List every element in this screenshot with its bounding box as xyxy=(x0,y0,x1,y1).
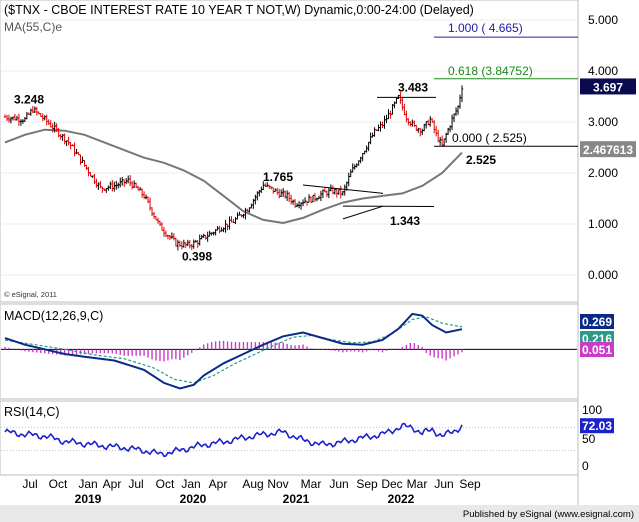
rsi-line xyxy=(4,422,463,458)
candles xyxy=(3,85,464,251)
macd-badge-value: 0.269 xyxy=(582,315,612,329)
chart-title: ($TNX - CBOE INTEREST RATE 10 YEAR T NOT… xyxy=(4,3,474,17)
price-panel xyxy=(0,0,579,303)
x-axis-month: Jun xyxy=(434,477,453,491)
trend-lines xyxy=(302,96,436,220)
price-axis-tick: 2.000 xyxy=(588,166,618,180)
x-axis-year: 2022 xyxy=(388,492,415,506)
triangle-upper-line xyxy=(302,184,384,194)
x-axis-month: Jan xyxy=(78,477,97,491)
fib-lines: 1.000 ( 4.665) 0.618 (3.84752) 0.000 ( 2.5… xyxy=(434,21,578,147)
macd-signal-line xyxy=(4,316,463,384)
macd-title: MACD(12,26,9,C) xyxy=(4,309,103,323)
price-badge-value: 2.467613 xyxy=(583,143,633,157)
fib-label-1000: 1.000 ( 4.665) xyxy=(448,21,523,35)
x-axis-year: 2019 xyxy=(75,492,102,506)
grid xyxy=(1,19,577,276)
triangle-lower-line xyxy=(342,205,384,220)
macd-badge-bg xyxy=(580,314,614,329)
rsi-axis-tick: 50 xyxy=(582,432,596,446)
x-axis-month: Oct xyxy=(49,477,68,491)
rsi-line xyxy=(1,422,577,458)
x-axis-month: Dec xyxy=(381,477,402,491)
price-axis-tick: 5.000 xyxy=(588,13,618,27)
footer-bar xyxy=(0,505,639,522)
price-badge-value: 3.697 xyxy=(593,80,623,94)
price-axis-tick: 3.000 xyxy=(588,115,618,129)
annotation-2525: 2.525 xyxy=(466,153,496,167)
fib-label-618: 0.618 (3.84752) xyxy=(448,64,533,78)
x-axis-month: Sep xyxy=(459,477,481,491)
annotation-3248: 3.248 xyxy=(14,92,44,106)
annotation-1765: 1.765 xyxy=(263,170,293,184)
x-axis-month: Aug xyxy=(242,477,263,491)
price-badge-bg xyxy=(580,78,636,95)
macd-line xyxy=(4,312,463,390)
ma-legend: MA(55,C)e xyxy=(4,20,62,34)
x-axis-month: Sep xyxy=(356,477,378,491)
y-axis-labels: 5.000 4.000 3.000 2.000 1.000 0.000 100 50 0 xyxy=(582,13,618,473)
x-axis-month: Apr xyxy=(103,477,122,491)
price-axis-tick: 0.000 xyxy=(588,268,618,282)
rsi-axis-tick: 100 xyxy=(582,403,602,417)
annotation-0398: 0.398 xyxy=(182,250,212,264)
esignal-watermark: © eSignal, 2011 xyxy=(4,290,57,299)
x-axis-month: Jul xyxy=(128,477,143,491)
price-axis-tick: 4.000 xyxy=(588,64,618,78)
x-axis-month: Mar xyxy=(301,477,322,491)
annotation-3483: 3.483 xyxy=(398,80,428,94)
rsi-axis-tick: 0 xyxy=(582,459,589,473)
x-axis-month: Jan xyxy=(181,477,200,491)
macd-lines xyxy=(1,312,577,390)
ohlc-bar xyxy=(460,85,464,103)
x-axis-year: 2021 xyxy=(283,492,310,506)
rsi-title: RSI(14,C) xyxy=(4,405,60,419)
macd-badge-value: 0.051 xyxy=(582,343,612,357)
footer-credit: Published by eSignal (www.esignal.com) xyxy=(463,509,634,520)
x-axis-month: Mar xyxy=(407,477,428,491)
rsi-badge-bg xyxy=(580,418,614,434)
macd-badge-bg xyxy=(580,342,614,357)
x-axis-labels: Jul Oct Jan Apr Jul Oct Jan Apr Aug Nov Mar Jun Sep D… xyxy=(22,477,481,506)
fib-label-000: 0.000 ( 2.525) xyxy=(452,131,527,145)
ma-line xyxy=(4,128,463,225)
ma55-line xyxy=(4,128,463,225)
x-axis-year: 2020 xyxy=(180,492,207,506)
x-axis-month: Nov xyxy=(267,477,288,491)
x-axis-month: Oct xyxy=(156,477,175,491)
price-badge-bg xyxy=(580,141,636,158)
annotations: 3.248 3.483 1.765 1.343 0.398 2.525 xyxy=(14,80,496,263)
price-axis-tick: 1.000 xyxy=(588,217,618,231)
x-axis-month: Jun xyxy=(329,477,348,491)
rsi-badge-value: 72.03 xyxy=(582,419,612,433)
annotation-1343: 1.343 xyxy=(390,214,420,228)
x-axis-month: Jul xyxy=(22,477,37,491)
x-axis-month: Apr xyxy=(209,477,228,491)
